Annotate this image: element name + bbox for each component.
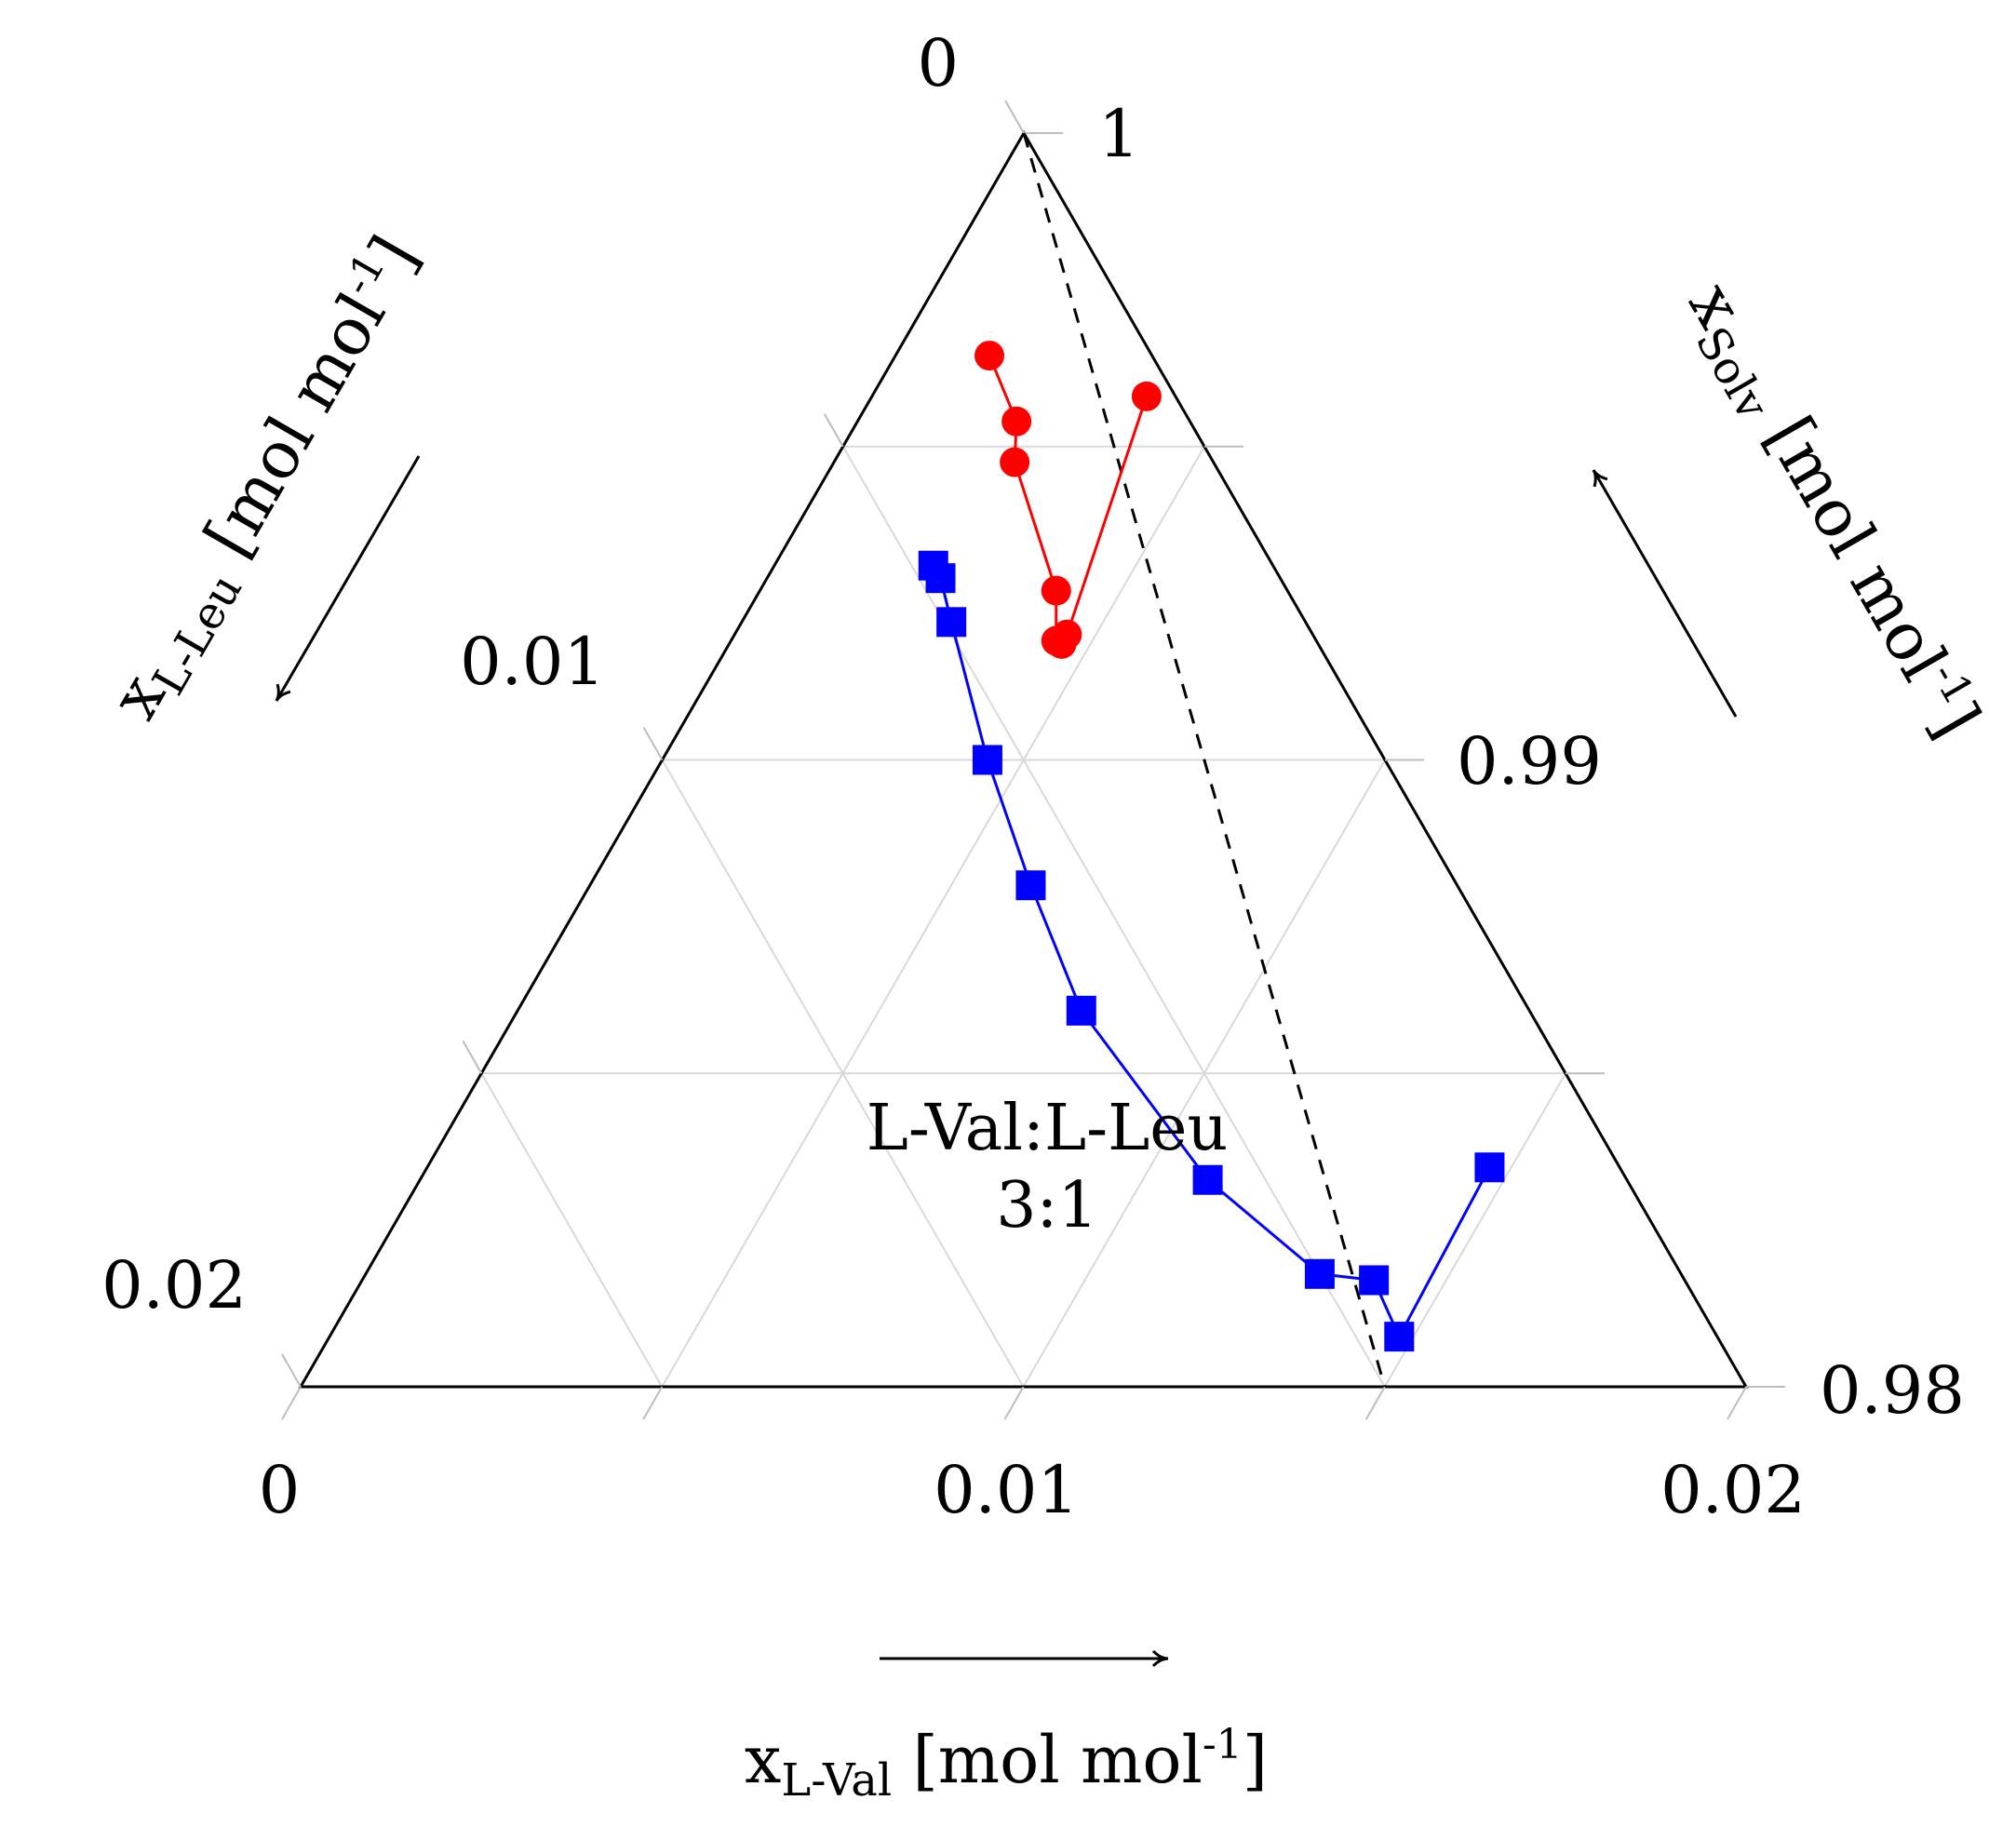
x-solv-tick-label-0: 1 [1098,96,1140,172]
series-0-line [988,355,1149,646]
tick-marks [281,100,1785,1420]
reference-line [1022,132,1387,1388]
series-1-point-6 [1192,1164,1223,1195]
grid-line-8 [480,1072,664,1388]
x-l-val-axis-label: xL-Val [mol mol-1] [745,1721,1268,1807]
tick-mark-3 [642,1386,664,1420]
series-1-point-4 [1015,870,1046,901]
grid-line-1 [661,446,1205,1388]
reference-line-group [1022,132,1387,1388]
grid-lines [480,445,1566,1388]
x-l-val-tick-label-1: 0.01 [934,1452,1079,1528]
x-l-leu-tick-label-2: 0.02 [101,1247,247,1323]
series-1-point-7 [1304,1258,1335,1289]
series-group [918,341,1505,1352]
x-l-leu-direction-arrow [275,455,421,702]
tick-mark-10 [462,1040,483,1074]
x-l-leu-tick-label-0: 0 [917,25,959,101]
x-solv-direction-arrow [1592,469,1738,718]
series-0-point-0 [974,341,1005,371]
grid-line-2 [841,446,1386,1388]
tick-mark-12 [1727,1386,1747,1420]
x-l-leu-tick-label-1: 0.01 [460,624,605,700]
tick-mark-4 [823,413,844,448]
series-1-point-10 [1474,1152,1505,1183]
tick-mark-13 [281,1353,302,1388]
x-l-val-tick-label-0: 0 [259,1452,301,1528]
series-1-point-2 [936,607,967,638]
series-0-point-3 [1041,575,1071,606]
series-0-point-1 [1001,406,1032,437]
series-1-point-1 [925,563,956,594]
tick-mark-7 [642,727,664,760]
x-l-leu-axis-label: xL-Leu [mol mol-1] [95,223,440,736]
ratio-annotation-line1: L-Val:L-Leu [867,1092,1229,1165]
series-1-point-8 [1359,1265,1390,1296]
series-0-point-7 [1131,381,1162,411]
tick-mark-6 [1003,1386,1025,1420]
x-solv-tick-label-1: 0.99 [1457,723,1602,799]
tick-mark-9 [1364,1386,1386,1420]
ratio-annotation-line2: 3:1 [996,1169,1097,1243]
tick-mark-0 [281,1386,302,1420]
series-1-point-5 [1066,995,1096,1026]
x-solv-tick-label-2: 0.98 [1820,1352,1965,1429]
series-1-point-3 [972,745,1002,775]
series-0-point-2 [1000,447,1030,477]
series-1-point-9 [1384,1322,1415,1352]
x-l-val-tick-label-2: 0.02 [1660,1452,1806,1528]
grid-line-7 [1383,1072,1566,1388]
tick-mark-1 [1004,100,1025,134]
series-0-point-6 [1052,619,1082,650]
